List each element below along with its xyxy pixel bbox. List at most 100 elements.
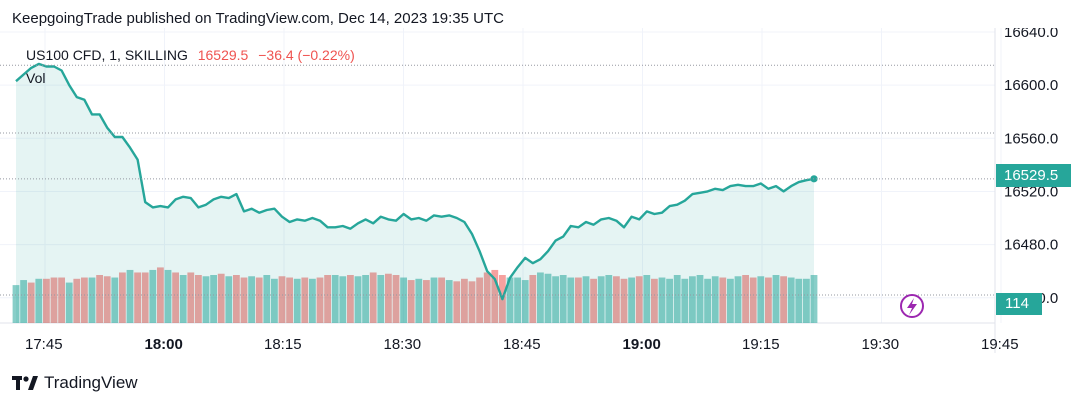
volume-bar	[780, 276, 787, 323]
volume-bar	[400, 277, 407, 323]
y-tick-label: 16640.0	[1004, 28, 1058, 41]
x-tick-label: 18:45	[503, 336, 541, 353]
reference-lines	[0, 64, 995, 318]
volume-bar	[88, 277, 96, 323]
volume-bar	[575, 277, 582, 323]
volume-bar	[453, 281, 461, 323]
volume-bar	[103, 276, 111, 323]
volume-bar	[35, 278, 43, 323]
volume-bar	[20, 280, 27, 323]
volume-bar	[172, 272, 179, 323]
volume-bar	[65, 282, 73, 323]
volume-bar	[309, 278, 316, 323]
last-price-legend: 16529.5	[197, 47, 249, 63]
volume-bar	[635, 276, 643, 323]
time-axis[interactable]: 17:45 18:00 18:15 18:30 18:45 19:00 19:15 19:30…	[25, 336, 1019, 353]
volume-bar	[278, 276, 286, 323]
volume-bar	[81, 277, 88, 323]
volume-bar	[179, 275, 187, 323]
symbol-label: US100 CFD, 1, SKILLING	[26, 47, 188, 63]
volume-bar	[666, 278, 673, 323]
volume-bar	[324, 275, 331, 323]
volume-bar	[673, 275, 681, 323]
volume-bar	[423, 280, 430, 323]
volume-bar	[681, 278, 689, 323]
chart-area[interactable]: 16640.016600.016560.016520.016480.016440…	[0, 24, 1090, 358]
volume-bar	[719, 277, 727, 323]
volume-bar	[73, 278, 81, 323]
volume-bar	[567, 277, 575, 323]
volume-bar	[210, 275, 217, 323]
volume-bar	[134, 272, 141, 323]
volume-legend-label: Vol	[26, 70, 46, 86]
volume-bar	[119, 272, 126, 323]
volume-bar	[248, 276, 255, 323]
volume-bar	[483, 272, 491, 323]
volume-bar	[347, 275, 354, 323]
volume-bar	[628, 277, 635, 323]
volume-bar	[704, 278, 711, 323]
x-tick-label: 17:45	[25, 336, 63, 353]
volume-bar	[301, 277, 309, 323]
volume-bar	[385, 273, 392, 323]
volume-bar	[217, 273, 225, 323]
volume-bars	[12, 267, 818, 323]
volume-bar	[202, 276, 210, 323]
volume-bar	[658, 277, 666, 323]
volume-bar	[233, 275, 240, 323]
volume-bar	[195, 275, 202, 323]
x-tick-label: 19:30	[862, 336, 900, 353]
volume-bar	[157, 267, 164, 323]
volume-bar	[544, 273, 552, 323]
volume-bar	[468, 281, 476, 323]
price-area-fill	[16, 63, 814, 324]
volume-bar	[255, 277, 263, 323]
volume-bar	[552, 276, 559, 323]
volume-bar	[559, 275, 567, 323]
volume-bar	[438, 277, 445, 323]
volume-bar	[651, 278, 658, 323]
x-tick-label: 18:30	[384, 336, 422, 353]
volume-bar	[476, 277, 483, 323]
volume-bar	[772, 275, 780, 323]
volume-bar	[225, 276, 233, 323]
volume-bar	[271, 278, 278, 323]
x-tick-label: 19:15	[742, 336, 780, 353]
volume-bar	[765, 277, 772, 323]
volume-bar	[803, 278, 810, 323]
price-axis[interactable]: 16640.016600.016560.016520.016480.016440…	[1004, 24, 1058, 307]
volume-bar	[58, 277, 65, 323]
volume-bar	[787, 277, 795, 323]
volume-bar	[696, 275, 704, 323]
volume-bar	[96, 275, 103, 323]
y-tick-label: 16600.0	[1004, 77, 1058, 94]
price-chart-svg[interactable]: 16640.016600.016560.016520.016480.016440…	[0, 24, 1090, 358]
volume-bar	[369, 272, 377, 323]
volume-bar	[605, 275, 613, 323]
volume-bar	[12, 285, 20, 323]
price-line	[15, 62, 815, 301]
volume-bar	[613, 276, 620, 323]
publish-header: KeepgoingTrade published on TradingView.…	[12, 10, 504, 27]
price-area	[15, 62, 818, 324]
volume-bar	[590, 278, 597, 323]
x-tick-label: 18:00	[145, 336, 183, 353]
volume-bar	[491, 269, 499, 323]
volume-bar	[537, 272, 544, 323]
volume-bar	[597, 276, 605, 323]
volume-bar	[339, 276, 347, 323]
footer-brand[interactable]: TradingView	[12, 373, 138, 393]
volume-bar	[757, 276, 765, 323]
volume-bar	[689, 276, 696, 323]
last-volume-tag: 114	[996, 293, 1042, 315]
volume-bar	[407, 280, 415, 323]
volume-bar	[521, 280, 529, 323]
volume-bar	[293, 278, 301, 323]
price-change-legend: −36.4 (−0.22%)	[258, 47, 355, 63]
x-tick-label: 19:45	[981, 336, 1019, 353]
volume-bar	[111, 277, 119, 323]
volume-bar	[240, 277, 248, 323]
brand-name: TradingView	[44, 373, 138, 392]
volume-bar	[149, 269, 157, 323]
volume-bar	[50, 277, 58, 323]
